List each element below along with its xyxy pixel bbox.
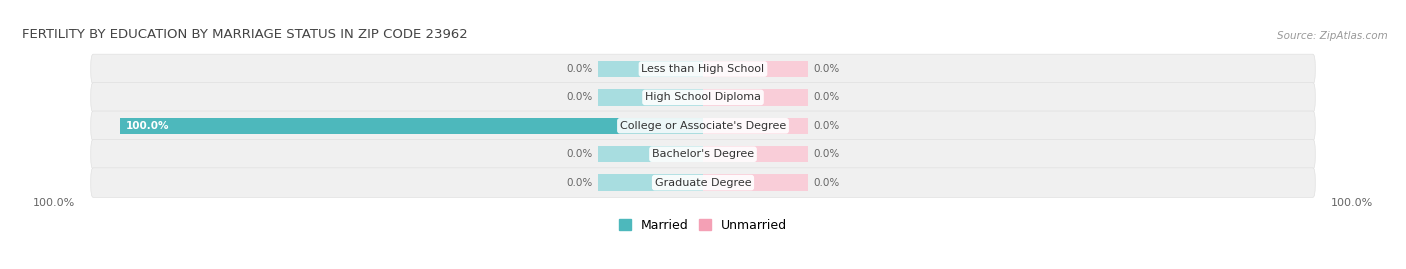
Text: Less than High School: Less than High School <box>641 64 765 74</box>
FancyBboxPatch shape <box>91 168 1315 197</box>
Bar <box>703 118 808 134</box>
Text: College or Associate's Degree: College or Associate's Degree <box>620 121 786 131</box>
Text: Graduate Degree: Graduate Degree <box>655 178 751 187</box>
Legend: Married, Unmarried: Married, Unmarried <box>619 219 787 232</box>
Text: High School Diploma: High School Diploma <box>645 93 761 102</box>
FancyBboxPatch shape <box>91 83 1315 112</box>
Bar <box>703 146 808 162</box>
Bar <box>598 146 703 162</box>
Text: 100.0%: 100.0% <box>1331 198 1374 208</box>
Text: 0.0%: 0.0% <box>567 93 592 102</box>
Text: Bachelor's Degree: Bachelor's Degree <box>652 149 754 159</box>
Text: 0.0%: 0.0% <box>567 178 592 187</box>
Bar <box>598 174 703 191</box>
Bar <box>703 174 808 191</box>
Text: 0.0%: 0.0% <box>814 93 839 102</box>
Bar <box>120 118 703 134</box>
Text: 0.0%: 0.0% <box>567 64 592 74</box>
Bar <box>598 61 703 77</box>
Text: 0.0%: 0.0% <box>567 149 592 159</box>
Text: 100.0%: 100.0% <box>125 121 169 131</box>
Text: 0.0%: 0.0% <box>814 178 839 187</box>
Bar <box>703 61 808 77</box>
Bar <box>703 89 808 106</box>
Bar <box>598 89 703 106</box>
Text: 0.0%: 0.0% <box>814 149 839 159</box>
FancyBboxPatch shape <box>91 54 1315 84</box>
Text: 0.0%: 0.0% <box>814 64 839 74</box>
Text: 100.0%: 100.0% <box>32 198 75 208</box>
Text: 0.0%: 0.0% <box>814 121 839 131</box>
Text: Source: ZipAtlas.com: Source: ZipAtlas.com <box>1278 31 1388 41</box>
Text: FERTILITY BY EDUCATION BY MARRIAGE STATUS IN ZIP CODE 23962: FERTILITY BY EDUCATION BY MARRIAGE STATU… <box>22 28 468 41</box>
FancyBboxPatch shape <box>91 111 1315 141</box>
FancyBboxPatch shape <box>91 139 1315 169</box>
